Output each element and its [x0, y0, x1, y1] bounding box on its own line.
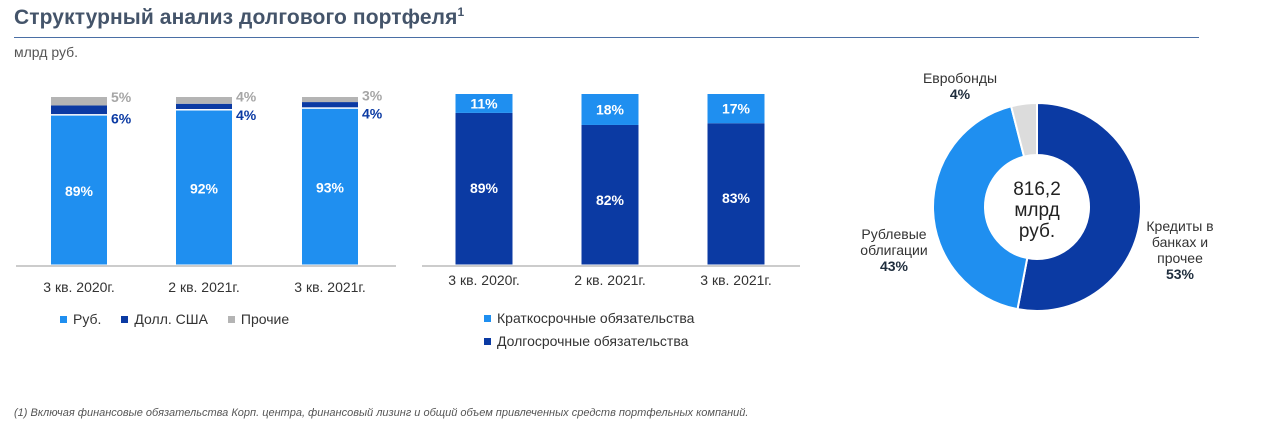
data-label-term-0-0: 89% [470, 180, 499, 196]
pie-center-unit-2: руб. [1018, 221, 1056, 242]
data-label-term-1-2: 17% [722, 101, 751, 117]
x-tick-currency-2: 3 кв. 2021г. [294, 279, 365, 295]
data-label-term-0-2: 83% [722, 190, 751, 206]
data-label-other-1: 4% [236, 88, 257, 104]
data-label-usd-0: 6% [111, 111, 132, 127]
data-label-term-0-1: 82% [596, 192, 625, 208]
x-tick-currency-0: 3 кв. 2020г. [43, 279, 114, 295]
pie-label-ruble-bonds: Рублевые облигации 43% [846, 226, 942, 274]
pie-label-ruble-bonds-value: 43% [879, 258, 909, 274]
pie-label-loans: Кредиты в банках и прочее 53% [1138, 218, 1222, 282]
legend-label-short-term: Краткосрочные обязательства [497, 310, 695, 326]
data-label-other-2: 3% [362, 88, 383, 104]
bar-term-0-0 [455, 112, 513, 265]
bar-currency-1-1 [176, 103, 232, 110]
data-label-rub-2: 93% [316, 179, 345, 195]
x-tick-term-2: 3 кв. 2021г. [700, 272, 771, 288]
pie-center-unit-1: млрд [1014, 200, 1060, 221]
pie-center-value: 816,2 [1013, 179, 1061, 200]
legend-item-usd: Долл. США [121, 311, 208, 327]
title-divider [14, 37, 1199, 38]
bar-currency-0-2 [302, 108, 358, 265]
legend-swatch-rub [60, 315, 67, 323]
donut-slice-1 [932, 105, 1029, 311]
bar-term-0-2 [707, 123, 765, 265]
data-label-usd-1: 4% [236, 107, 257, 123]
x-tick-term-0: 3 кв. 2020г. [448, 272, 519, 288]
donut-slice-0 [1016, 101, 1142, 312]
bar-currency-2-2 [302, 97, 358, 103]
pie-label-eurobonds: Евробонды 4% [905, 70, 1015, 102]
data-label-term-1-1: 18% [596, 101, 625, 117]
pie-label-loans-line1: Кредиты в [1146, 218, 1214, 234]
legend-label-long-term: Долгосрочные обязательства [497, 333, 689, 349]
legend-label-other: Прочие [240, 311, 290, 327]
data-label-rub-0: 89% [65, 183, 94, 199]
data-label-usd-2: 4% [362, 105, 383, 121]
legend-item-rub: Руб. [60, 311, 101, 327]
legend-item-other: Прочие [227, 311, 290, 327]
pie-label-loans-line2: банках и [1151, 234, 1209, 250]
page-title: Структурный анализ долгового портфеля1 [14, 5, 465, 29]
pie-label-loans-line3: прочее [1157, 250, 1203, 266]
legend-item-short-term: Краткосрочные обязательства [484, 310, 694, 326]
bar-term-1-2 [707, 94, 765, 124]
donut-slice-2 [1009, 101, 1038, 158]
pie-label-ruble-bonds-line2: облигации [860, 242, 928, 258]
legend-swatch-usd [121, 315, 129, 323]
footnote: (1) Включая финансовые обязательства Кор… [14, 407, 749, 419]
bar-term-1-1 [581, 94, 639, 125]
pie-label-ruble-bonds-line1: Рублевые [861, 226, 927, 242]
unit-label: млрд руб. [14, 44, 79, 60]
bar-term-1-0 [455, 94, 513, 113]
pie-center-total: 816,2 млрд руб. [985, 179, 1089, 242]
x-tick-currency-1: 2 кв. 2021г. [168, 279, 239, 295]
legend-swatch-other [227, 315, 235, 323]
bar-currency-0-0 [51, 115, 107, 265]
term-legend-short: Краткосрочные обязательства [484, 310, 714, 326]
data-label-term-1-0: 11% [470, 95, 498, 111]
pie-label-loans-value: 53% [1165, 266, 1195, 282]
legend-swatch-long-term [484, 337, 491, 345]
bar-currency-1-2 [302, 102, 358, 108]
legend-label-rub: Руб. [73, 311, 102, 327]
legend-label-usd: Долл. США [134, 311, 208, 327]
bar-currency-0-1 [176, 110, 232, 265]
pie-label-eurobonds-name: Евробонды [922, 70, 998, 86]
bar-currency-2-1 [176, 97, 232, 104]
term-legend-long: Долгосрочные обязательства [484, 333, 708, 349]
bar-term-0-1 [581, 124, 639, 265]
pie-label-eurobonds-value: 4% [949, 86, 971, 102]
data-label-rub-1: 92% [190, 180, 219, 196]
bar-currency-1-0 [51, 105, 107, 115]
bar-currency-2-0 [51, 97, 107, 106]
data-label-other-0: 5% [111, 89, 132, 105]
legend-swatch-short-term [484, 314, 491, 322]
legend-item-long-term: Долгосрочные обязательства [484, 333, 688, 349]
x-tick-term-1: 2 кв. 2021г. [574, 272, 645, 288]
currency-legend: Руб. Долл. США Прочие [60, 311, 309, 327]
